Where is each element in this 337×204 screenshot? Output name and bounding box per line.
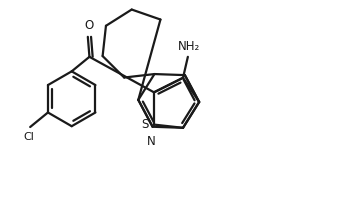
Text: S: S (141, 118, 149, 131)
Text: Cl: Cl (23, 132, 34, 142)
Text: O: O (85, 19, 94, 32)
Text: NH₂: NH₂ (178, 40, 201, 53)
Text: N: N (147, 135, 155, 148)
